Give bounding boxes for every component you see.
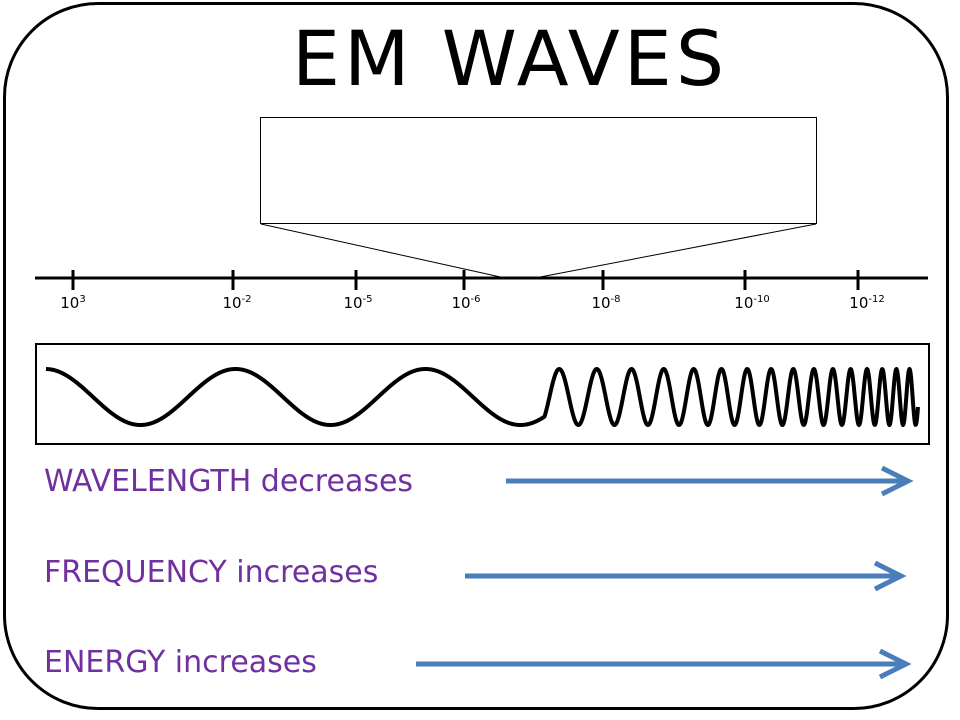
callout-line-left <box>260 223 506 279</box>
arrow-frequency <box>465 560 907 592</box>
tick-label: 10-6 <box>451 294 481 312</box>
tick-label: 10-12 <box>849 294 885 312</box>
energy-trend-label: ENERGY increases <box>44 645 317 680</box>
tick-label: 10-5 <box>343 294 373 312</box>
tick-label: 10-10 <box>734 294 770 312</box>
callout-line-right <box>534 223 817 279</box>
blank-label-box <box>260 117 817 224</box>
wave-path <box>44 367 920 427</box>
tick-label: 103 <box>60 294 86 312</box>
rounded-frame <box>3 2 949 710</box>
wave-box <box>35 343 930 445</box>
frequency-trend-label: FREQUENCY increases <box>44 555 379 590</box>
wavelength-trend-label: WAVELENGTH decreases <box>44 464 414 499</box>
arrow-energy <box>416 648 912 680</box>
tick-marks <box>71 270 860 290</box>
arrow-wavelength <box>506 465 914 497</box>
tick-label: 10-8 <box>591 294 621 312</box>
tick-label: 10-2 <box>222 294 252 312</box>
page-title: EM WAVES <box>291 14 729 103</box>
